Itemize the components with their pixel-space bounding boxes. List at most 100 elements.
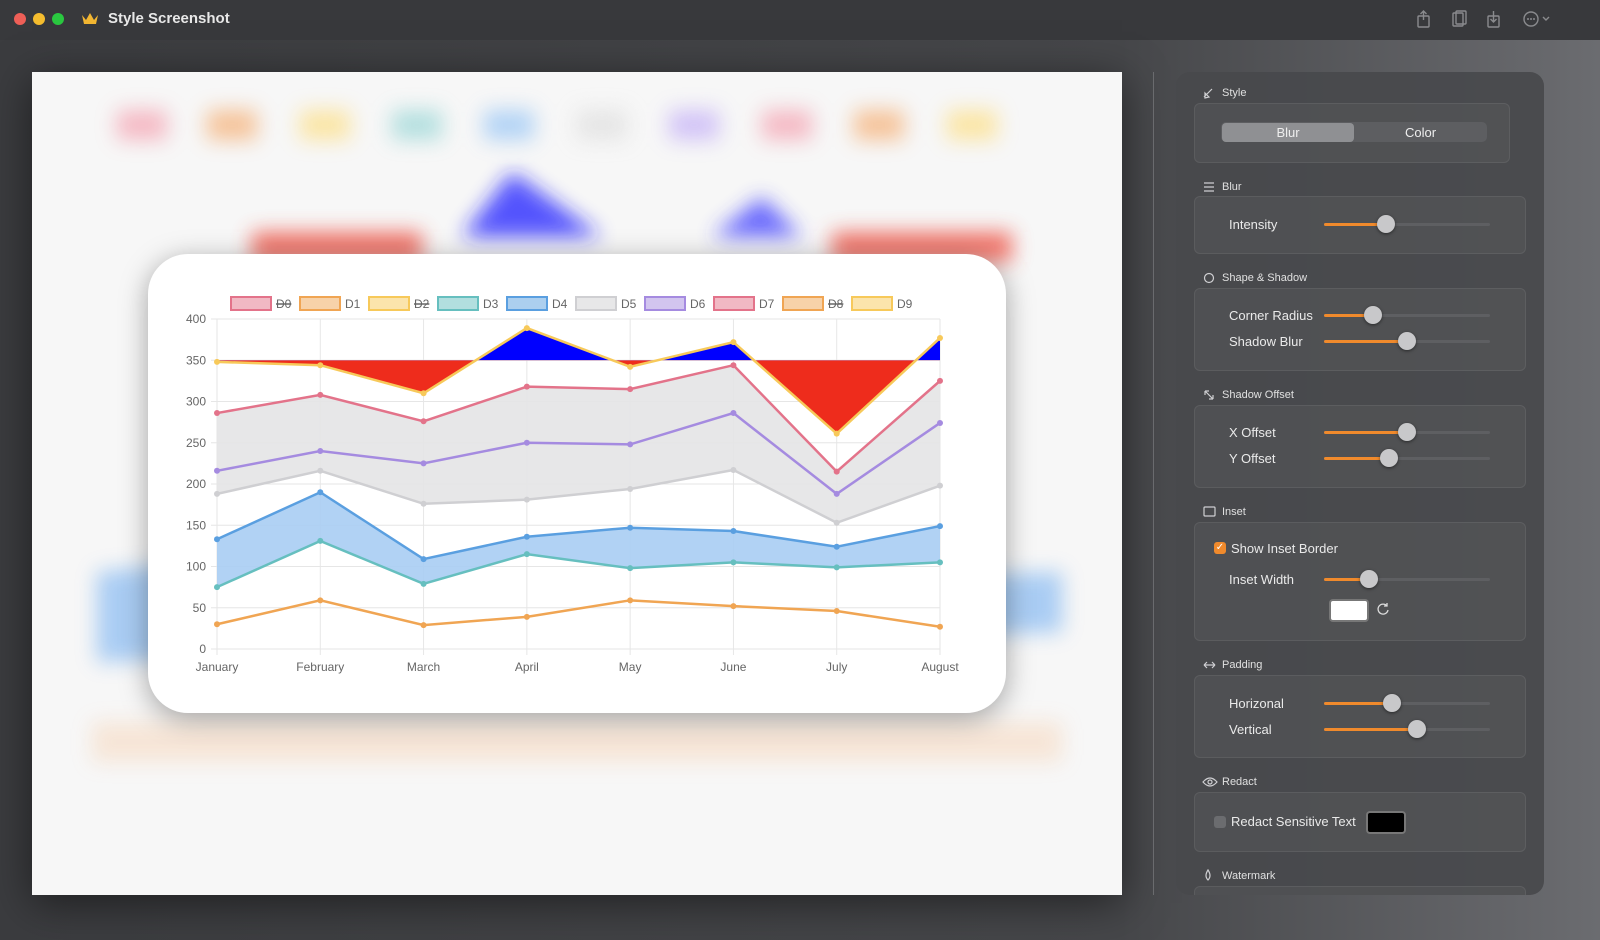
- data-point: [730, 528, 737, 535]
- reset-icon[interactable]: [1376, 602, 1390, 616]
- color-well[interactable]: [1366, 811, 1406, 834]
- data-point: [523, 496, 530, 503]
- minimize-button[interactable]: [33, 13, 45, 25]
- slider-fill: [1324, 340, 1407, 343]
- chart: 0 50 100 150 200 250 300 350 400 January February M…: [186, 296, 959, 674]
- data-point: [523, 439, 530, 446]
- section-box: [1194, 405, 1526, 488]
- control-label: Vertical: [1229, 722, 1272, 737]
- data-point: [627, 363, 634, 370]
- data-point: [420, 390, 427, 397]
- section-title: Padding: [1222, 659, 1263, 671]
- slider-fill: [1324, 578, 1369, 581]
- checkbox-checked[interactable]: ✓: [1214, 542, 1226, 554]
- control-label: Corner Radius: [1229, 308, 1313, 323]
- data-point: [937, 377, 943, 384]
- section-title: Inset: [1222, 506, 1246, 518]
- slider[interactable]: [1324, 694, 1490, 712]
- legend-swatch: [437, 296, 479, 311]
- slider[interactable]: [1324, 449, 1490, 467]
- slider[interactable]: [1324, 423, 1490, 441]
- control-label: Intensity: [1229, 217, 1278, 232]
- slider-knob[interactable]: [1364, 306, 1382, 324]
- y-tick-label: 300: [186, 395, 206, 409]
- data-point: [317, 448, 324, 454]
- legend-label: D5: [621, 297, 637, 311]
- series-line: [216, 411, 941, 496]
- legend-label: D6: [690, 297, 706, 311]
- legend-label: D9: [897, 297, 913, 311]
- data-point: [833, 564, 840, 571]
- checkbox[interactable]: [1214, 816, 1226, 828]
- legend-swatch: [506, 296, 548, 311]
- y-tick-label: 150: [186, 518, 206, 532]
- section-title: Redact: [1222, 776, 1257, 788]
- slider-knob[interactable]: [1408, 720, 1426, 738]
- y-tick-label: 0: [199, 642, 206, 656]
- data-point: [937, 523, 943, 530]
- x-tick-label: March: [407, 660, 440, 674]
- y-tick-label: 400: [186, 312, 206, 326]
- series-line: [216, 468, 941, 525]
- x-tick-label: April: [515, 660, 539, 674]
- slider[interactable]: [1324, 332, 1490, 350]
- x-tick-label: February: [296, 660, 344, 674]
- data-point: [937, 334, 943, 341]
- slider-knob[interactable]: [1377, 215, 1395, 233]
- slider-knob[interactable]: [1380, 449, 1398, 467]
- control-label: Y Offset: [1229, 451, 1276, 466]
- data-point: [317, 489, 324, 496]
- toolbar-icons[interactable]: [1410, 8, 1560, 32]
- legend-swatch: [851, 296, 893, 311]
- data-point: [317, 537, 324, 544]
- segment-option[interactable]: Color: [1404, 125, 1437, 140]
- legend-label: D3: [483, 297, 499, 311]
- section-box: [1194, 675, 1526, 758]
- data-point: [833, 468, 840, 475]
- data-point: [523, 533, 530, 540]
- data-point: [627, 485, 634, 492]
- data-point: [420, 460, 427, 467]
- data-point: [627, 597, 634, 604]
- legend-label: D7: [759, 297, 775, 311]
- slider-knob[interactable]: [1398, 332, 1416, 350]
- checkbox-label[interactable]: Redact Sensitive Text: [1231, 814, 1356, 829]
- legend-swatch: [644, 296, 686, 311]
- close-button[interactable]: [14, 13, 26, 25]
- slider-knob[interactable]: [1360, 570, 1378, 588]
- area-fill-above: [217, 328, 940, 361]
- data-point: [730, 410, 737, 417]
- slider-knob[interactable]: [1398, 423, 1416, 441]
- x-tick-label: January: [196, 660, 239, 674]
- zoom-button[interactable]: [52, 13, 64, 25]
- control-label: Horizonal: [1229, 696, 1284, 711]
- data-point: [214, 536, 220, 543]
- data-point: [627, 386, 634, 393]
- app-icon: [82, 13, 98, 24]
- window-title: Style Screenshot: [108, 10, 230, 27]
- data-point: [214, 584, 220, 591]
- data-point: [937, 419, 943, 426]
- slider[interactable]: [1324, 306, 1490, 324]
- data-point: [937, 559, 943, 566]
- slider-fill: [1324, 314, 1373, 317]
- legend-swatch: [368, 296, 410, 311]
- legend-label: D1: [345, 297, 361, 311]
- data-point: [523, 383, 530, 390]
- segment-selected: [1222, 123, 1354, 142]
- checkbox-label[interactable]: Show Inset Border: [1231, 541, 1338, 556]
- legend-swatch: [230, 296, 272, 311]
- slider[interactable]: [1324, 215, 1490, 233]
- data-point: [833, 430, 840, 437]
- slider[interactable]: [1324, 720, 1490, 738]
- slider[interactable]: [1324, 570, 1490, 588]
- data-point: [730, 603, 737, 610]
- slider-knob[interactable]: [1383, 694, 1401, 712]
- settings-panel: Style Blur Color Blur Intensity Shape & …: [1176, 72, 1544, 895]
- slider-fill: [1324, 702, 1392, 705]
- slider-fill: [1324, 431, 1407, 434]
- section-box: [1194, 288, 1526, 371]
- color-well[interactable]: [1329, 599, 1369, 622]
- segment-option[interactable]: Blur: [1276, 125, 1300, 140]
- y-tick-label: 250: [186, 436, 206, 450]
